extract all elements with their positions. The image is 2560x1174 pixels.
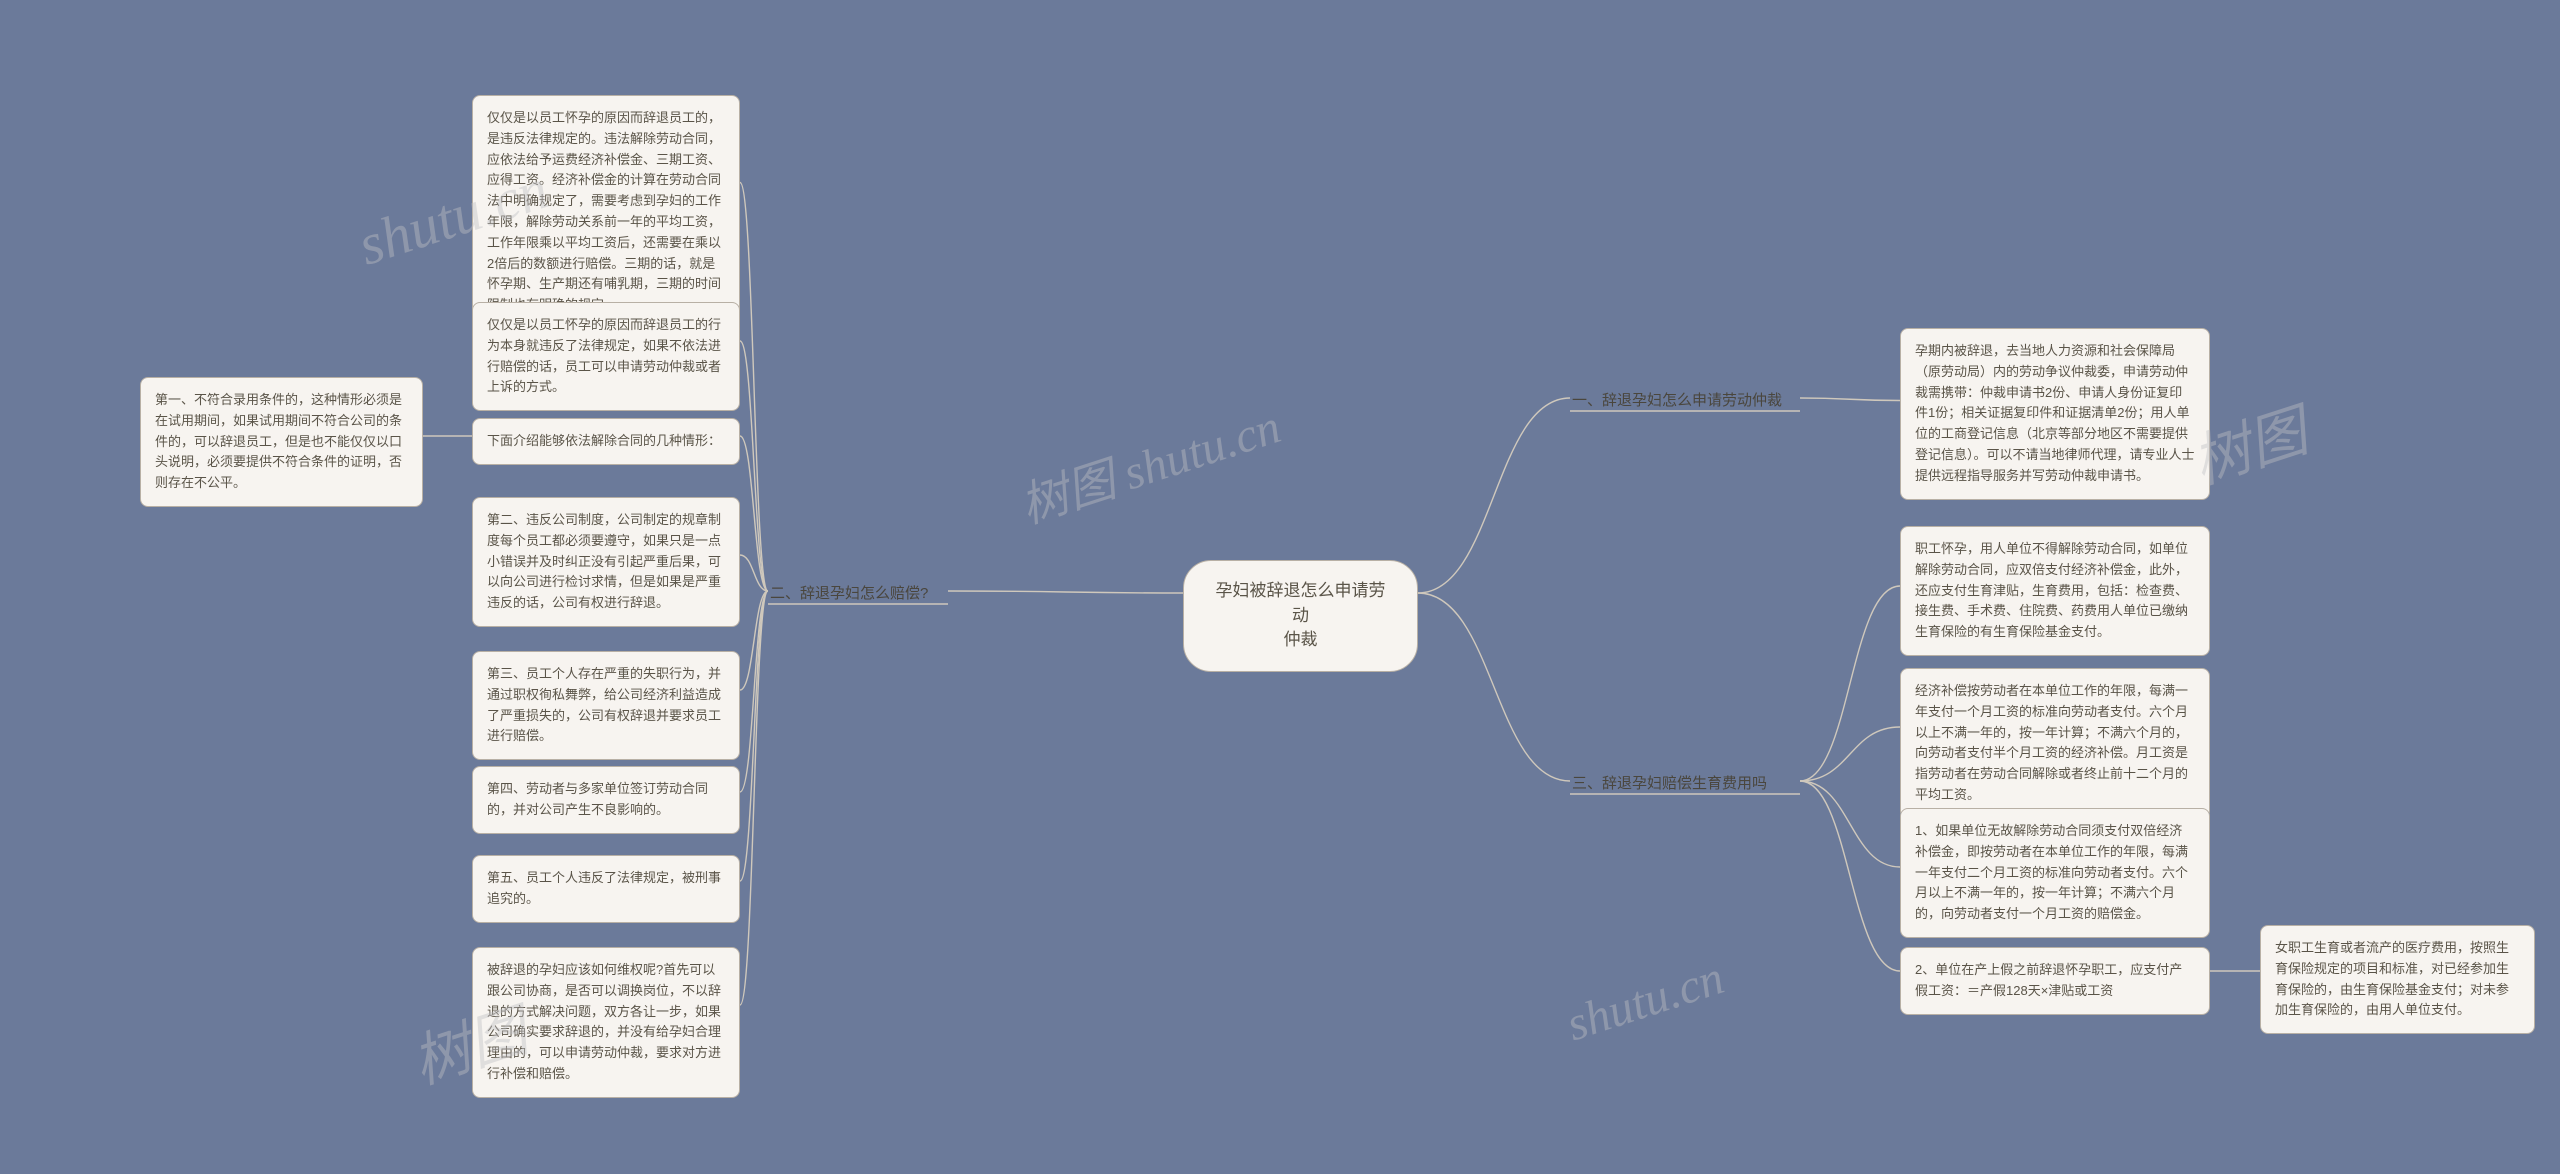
branch-label: 三、辞退孕妇赔偿生育费用吗: [1570, 768, 1800, 800]
leaf-node: 仅仅是以员工怀孕的原因而辞退员工的，是违反法律规定的。违法解除劳动合同，应依法给…: [472, 95, 740, 329]
watermark: shutu.cn: [1560, 950, 1730, 1052]
leaf-node: 女职工生育或者流产的医疗费用，按照生育保险规定的项目和标准，对已经参加生育保险的…: [2260, 925, 2535, 1034]
leaf-node: 第二、违反公司制度，公司制定的规章制度每个员工都必须要遵守，如果只是一点小错误并…: [472, 497, 740, 627]
branch-label: 二、辞退孕妇怎么赔偿?: [768, 578, 948, 610]
leaf-node: 第五、员工个人违反了法律规定，被刑事追究的。: [472, 855, 740, 923]
leaf-node: 1、如果单位无故解除劳动合同须支付双倍经济补偿金，即按劳动者在本单位工作的年限，…: [1900, 808, 2210, 938]
root-text: 孕妇被辞退怎么申请劳动仲裁: [1216, 581, 1386, 649]
mindmap-root: 孕妇被辞退怎么申请劳动仲裁: [1183, 560, 1418, 672]
leaf-node: 2、单位在产上假之前辞退怀孕职工，应支付产假工资：＝产假128天×津贴或工资: [1900, 947, 2210, 1015]
branch-label: 一、辞退孕妇怎么申请劳动仲裁: [1570, 385, 1800, 417]
leaf-node: 第一、不符合录用条件的，这种情形必须是在试用期间，如果试用期间不符合公司的条件的…: [140, 377, 423, 507]
leaf-node: 第四、劳动者与多家单位签订劳动合同的，并对公司产生不良影响的。: [472, 766, 740, 834]
leaf-node: 职工怀孕，用人单位不得解除劳动合同，如单位解除劳动合同，应双倍支付经济补偿金，此…: [1900, 526, 2210, 656]
leaf-node: 被辞退的孕妇应该如何维权呢?首先可以跟公司协商，是否可以调换岗位，不以辞退的方式…: [472, 947, 740, 1098]
watermark: 树图 shutu.cn: [1010, 387, 1288, 537]
leaf-node: 经济补偿按劳动者在本单位工作的年限，每满一年支付一个月工资的标准向劳动者支付。六…: [1900, 668, 2210, 819]
leaf-node: 下面介绍能够依法解除合同的几种情形：: [472, 418, 740, 465]
leaf-node: 孕期内被辞退，去当地人力资源和社会保障局（原劳动局）内的劳动争议仲裁委，申请劳动…: [1900, 328, 2210, 500]
leaf-node: 仅仅是以员工怀孕的原因而辞退员工的行为本身就违反了法律规定，如果不依法进行赔偿的…: [472, 302, 740, 411]
leaf-node: 第三、员工个人存在严重的失职行为，并通过职权徇私舞弊，给公司经济利益造成了严重损…: [472, 651, 740, 760]
